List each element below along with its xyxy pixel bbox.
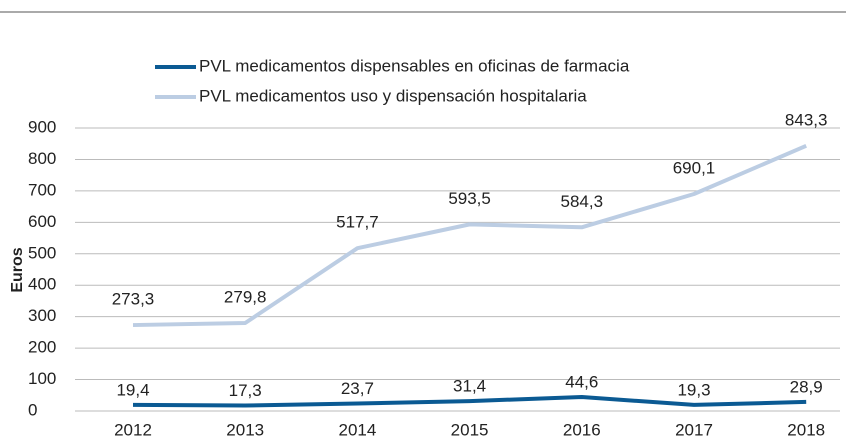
data-label: 23,7 bbox=[341, 379, 374, 398]
x-tick-label: 2017 bbox=[675, 420, 713, 439]
x-tick-label: 2018 bbox=[787, 420, 825, 439]
x-tick-label: 2013 bbox=[226, 420, 264, 439]
data-label: 584,3 bbox=[561, 192, 604, 211]
series-line bbox=[132, 394, 807, 408]
series-line bbox=[132, 143, 807, 328]
data-label: 17,3 bbox=[229, 381, 262, 400]
y-tick-label: 900 bbox=[28, 117, 56, 136]
legend-label: PVL medicamentos dispensables en oficina… bbox=[199, 56, 630, 75]
x-tick-label: 2012 bbox=[114, 420, 152, 439]
data-label: 843,3 bbox=[785, 110, 828, 129]
x-tick-label: 2016 bbox=[563, 420, 601, 439]
data-label: 28,9 bbox=[790, 377, 823, 396]
x-tick-label: 2014 bbox=[338, 420, 376, 439]
y-tick-label: 0 bbox=[28, 400, 37, 419]
y-axis-label: Euros bbox=[9, 247, 26, 292]
y-tick-label: 700 bbox=[28, 180, 56, 199]
data-label: 44,6 bbox=[565, 372, 598, 391]
data-label: 19,3 bbox=[677, 380, 710, 399]
y-tick-label: 800 bbox=[28, 149, 56, 168]
data-label: 273,3 bbox=[112, 290, 155, 309]
data-label: 690,1 bbox=[673, 158, 716, 177]
y-tick-label: 500 bbox=[28, 243, 56, 262]
y-tick-label: 100 bbox=[28, 369, 56, 388]
y-tick-label: 600 bbox=[28, 212, 56, 231]
data-label: 31,4 bbox=[453, 377, 486, 396]
y-tick-label: 200 bbox=[28, 338, 56, 357]
x-tick-label: 2015 bbox=[451, 420, 489, 439]
data-label: 593,5 bbox=[448, 189, 491, 208]
y-tick-label: 400 bbox=[28, 275, 56, 294]
y-tick-label: 300 bbox=[28, 306, 56, 325]
legend-label: PVL medicamentos uso y dispensación hosp… bbox=[199, 86, 587, 105]
data-label: 279,8 bbox=[224, 288, 267, 307]
data-label: 19,4 bbox=[116, 380, 149, 399]
data-label: 517,7 bbox=[336, 213, 379, 232]
